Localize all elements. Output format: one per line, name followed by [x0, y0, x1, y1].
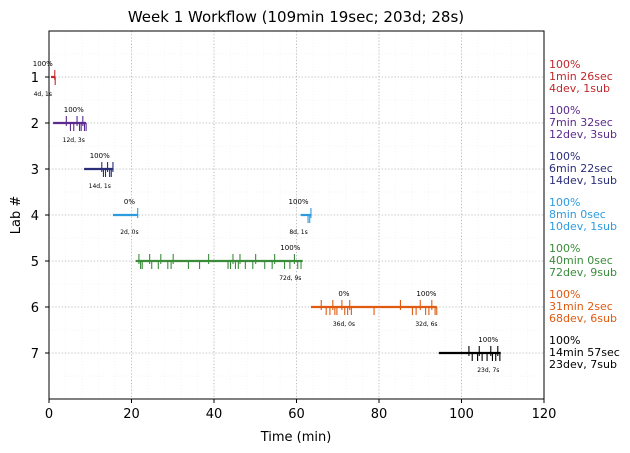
lab-7-summary-line: 100%: [549, 334, 580, 347]
lab-6-summary-line: 100%: [549, 288, 580, 301]
lab-4-pct-label: 100%: [289, 198, 309, 206]
lab-5-summary-line: 40min 0sec: [549, 254, 613, 267]
y-tick-label: 7: [31, 347, 39, 362]
lab-7-pct-label: 100%: [478, 336, 498, 344]
lab-2-pct-label: 100%: [64, 106, 84, 114]
x-tick-label: 80: [371, 407, 388, 422]
lab-6-summary-line: 31min 2sec: [549, 300, 613, 313]
lab-5-pct-label: 100%: [280, 244, 300, 252]
x-tick-label: 40: [206, 407, 223, 422]
x-tick-label: 0: [45, 407, 53, 422]
lab-4-count-label: 8d, 1s: [289, 229, 307, 236]
series-layer: 100% 4d, 1s 100% 12d, 3s 100% 14d, 1s 0% 2d, 0s…: [33, 60, 501, 374]
lab-3-summary-line: 6min 22sec: [549, 162, 613, 175]
lab-4-count-label: 2d, 0s: [120, 229, 138, 236]
lab-2-summary-line: 100%: [549, 104, 580, 117]
lab-3-summary-line: 100%: [549, 150, 580, 163]
lab-2-summary-line: 7min 32sec: [549, 116, 613, 129]
lab-1-summary-line: 4dev, 1sub: [549, 82, 610, 95]
lab-7-series: 100% 23d, 7s: [438, 336, 501, 374]
x-axis-ticks: 0 20 40 60 80 100 120: [45, 399, 557, 422]
lab-6-count-label: 36d, 0s: [333, 321, 355, 328]
lab-6-series: 0% 36d, 0s 100% 32d, 6s: [310, 290, 438, 328]
x-tick-label: 120: [532, 407, 557, 422]
lab-7-summary-line: 23dev, 7sub: [549, 358, 617, 371]
lab-3-summary-line: 14dev, 1sub: [549, 174, 617, 187]
y-tick-label: 2: [31, 117, 39, 132]
y-tick-label: 1: [31, 71, 39, 86]
lab-2-series: 100% 12d, 3s: [53, 106, 87, 144]
lab-7-summary-line: 14min 57sec: [549, 346, 620, 359]
lab-4-pct-label: 0%: [124, 198, 135, 206]
lab-6-summary-line: 68dev, 6sub: [549, 312, 617, 325]
x-tick-label: 20: [123, 407, 140, 422]
lab-6-pct-label: 0%: [338, 290, 349, 298]
chart-title: Week 1 Workflow (109min 19sec; 203d; 28s…: [128, 8, 464, 26]
x-tick-label: 60: [288, 407, 305, 422]
lab-6-pct-label: 100%: [416, 290, 436, 298]
y-axis-label: Lab #: [9, 196, 24, 235]
x-tick-label: 100: [449, 407, 474, 422]
y-tick-label: 4: [31, 209, 39, 224]
lab-4-summary-line: 8min 0sec: [549, 208, 606, 221]
y-tick-label: 5: [31, 255, 39, 270]
lab-1-pct-label: 100%: [33, 60, 53, 68]
lab-3-pct-label: 100%: [90, 152, 110, 160]
lab-5-summary-line: 72dev, 9sub: [549, 266, 617, 279]
lab-1-summary-line: 1min 26sec: [549, 70, 613, 83]
y-tick-label: 6: [31, 301, 39, 316]
lab-2-count-label: 12d, 3s: [63, 137, 85, 144]
lab-4-summary-line: 10dev, 1sub: [549, 220, 617, 233]
y-axis-ticks: 1 2 3 4 5 6 7: [31, 71, 49, 362]
lab-1-summary-line: 100%: [549, 58, 580, 71]
lab-2-summary-line: 12dev, 3sub: [549, 128, 617, 141]
lab-5-summary-line: 100%: [549, 242, 580, 255]
lab-1-count-label: 4d, 1s: [34, 91, 52, 98]
y-tick-label: 3: [31, 163, 39, 178]
lab-1-series: 100% 4d, 1s: [33, 60, 56, 98]
lab-5-series: 100% 72d, 9s: [135, 244, 303, 282]
x-axis-label: Time (min): [260, 430, 332, 445]
lab-4-summary-line: 100%: [549, 196, 580, 209]
lab-3-series: 100% 14d, 1s: [84, 152, 114, 190]
lab-3-count-label: 14d, 1s: [89, 183, 111, 190]
lab-5-count-label: 72d, 9s: [279, 275, 301, 282]
lab-7-count-label: 23d, 7s: [477, 367, 499, 374]
lab-6-count-label: 32d, 6s: [415, 321, 437, 328]
lab-4-series: 0% 2d, 0s 100% 8d, 1s: [112, 198, 312, 236]
